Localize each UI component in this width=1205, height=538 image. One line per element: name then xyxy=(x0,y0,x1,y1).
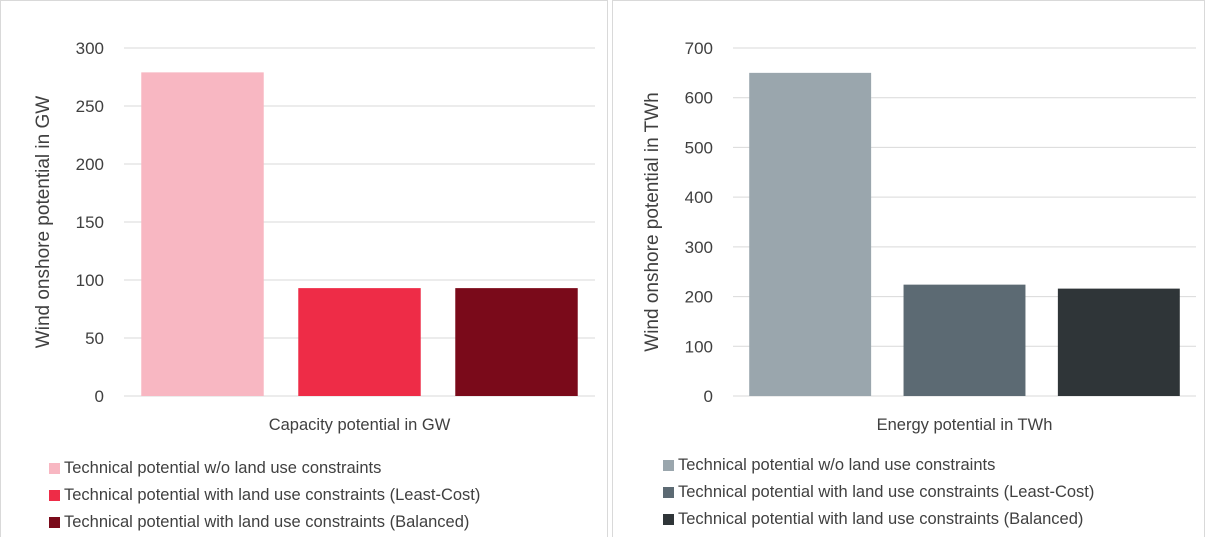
y-tick-label: 200 xyxy=(76,155,104,174)
chart-panel-energy: 0 100 200 300 400 500 600 700 Wind onshore poten… xyxy=(612,0,1205,537)
legend-item: Technical potential with land use constr… xyxy=(49,510,469,534)
legend-label: Technical potential with land use constr… xyxy=(64,486,481,504)
legend-label: Technical potential w/o land use constra… xyxy=(64,459,382,477)
y-tick-label: 50 xyxy=(85,329,104,348)
y-tick-label: 300 xyxy=(685,238,713,257)
y-tick-label: 150 xyxy=(76,213,104,232)
legend-swatch xyxy=(49,517,60,528)
legend-swatch xyxy=(663,514,674,525)
y-tick-label: 500 xyxy=(685,138,713,157)
legend-label: Technical potential with land use constr… xyxy=(678,510,1084,528)
legend-swatch xyxy=(663,460,674,471)
y-tick-label: 0 xyxy=(95,387,104,406)
x-axis-label: Capacity potential in GW xyxy=(269,416,451,434)
bar-1 xyxy=(749,72,872,396)
x-axis-label: Energy potential in TWh xyxy=(877,416,1053,434)
bar-3 xyxy=(1057,288,1180,396)
legend-swatch xyxy=(49,463,60,474)
legend-label: Technical potential w/o land use constra… xyxy=(678,456,996,474)
legend-label: Technical potential with land use constr… xyxy=(64,513,470,531)
legend-label: Technical potential with land use constr… xyxy=(678,483,1095,501)
y-tick-label: 300 xyxy=(76,39,104,58)
y-tick-label: 700 xyxy=(685,39,713,58)
y-tick-label: 250 xyxy=(76,97,104,116)
y-tick-label: 100 xyxy=(76,271,104,290)
chart-panel-capacity: 0 50 100 150 200 250 300 Wind onshore potential… xyxy=(0,0,608,537)
legend-item: Technical potential with land use constr… xyxy=(663,507,1083,531)
legend-item: Technical potential w/o land use constra… xyxy=(49,456,381,480)
y-tick-label: 100 xyxy=(685,337,713,356)
legend-item: Technical potential w/o land use constra… xyxy=(663,453,995,477)
legend-swatch xyxy=(49,490,60,501)
y-tick-label: 0 xyxy=(704,387,713,406)
y-axis-label: Wind onshore potential in TWh xyxy=(642,92,663,351)
y-tick-label: 600 xyxy=(685,89,713,108)
legend-swatch xyxy=(663,487,674,498)
bar-1 xyxy=(141,72,264,397)
legend-item: Technical potential with land use constr… xyxy=(49,483,480,507)
y-tick-label: 400 xyxy=(685,188,713,207)
legend-item: Technical potential with land use constr… xyxy=(663,480,1094,504)
capacity-chart: 0 50 100 150 200 250 300 Wind onshore potential… xyxy=(33,39,595,434)
bar-2 xyxy=(903,284,1026,396)
y-axis-label: Wind onshore potential in GW xyxy=(33,96,54,348)
bar-3 xyxy=(455,288,578,396)
energy-chart: 0 100 200 300 400 500 600 700 Wind onshore poten… xyxy=(642,39,1196,434)
bar-2 xyxy=(298,288,421,396)
y-tick-label: 200 xyxy=(685,288,713,307)
